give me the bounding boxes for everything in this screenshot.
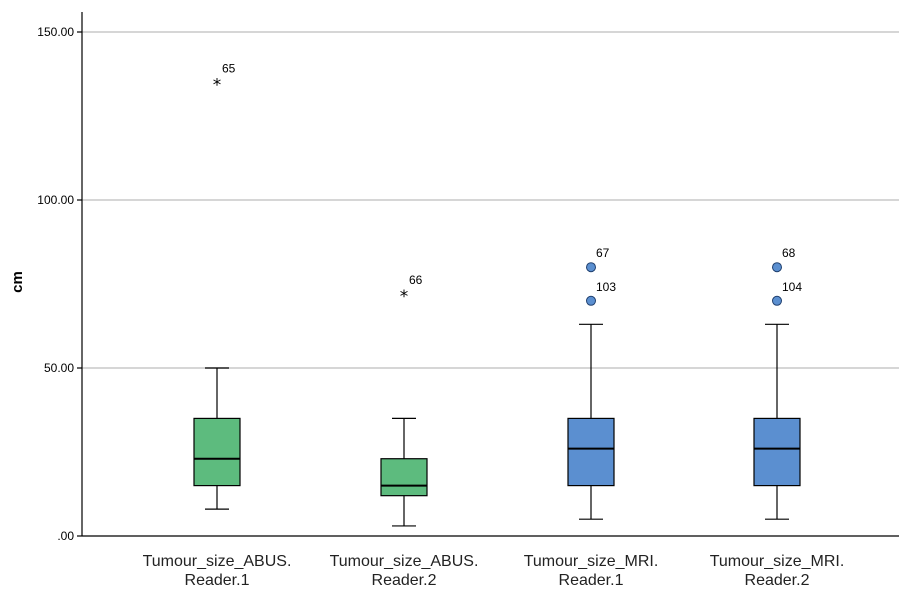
grid (82, 31, 899, 369)
box-group: *65 (193, 61, 241, 510)
axes (81, 12, 899, 537)
outlier-label: 104 (782, 280, 802, 294)
x-tick-label: Reader.1 (185, 572, 250, 589)
x-tick-label: Reader.2 (745, 572, 810, 589)
x-tick-label: Tumour_size_MRI. (524, 553, 659, 570)
y-tick-label: 50.00 (44, 361, 74, 375)
outlier-circle-marker (586, 295, 596, 306)
x-tick-label: Tumour_size_MRI. (710, 553, 845, 570)
y-tick-label: 150.00 (37, 25, 74, 39)
iqr-box (380, 458, 428, 497)
outlier-star-marker: * (400, 287, 409, 307)
y-tick-label: 100.00 (37, 193, 74, 207)
box-group: 68 104 (753, 246, 802, 520)
box-group: *66 (380, 273, 428, 527)
y-tick-label: .00 (57, 529, 74, 543)
x-tick-label: Reader.1 (559, 572, 624, 589)
outlier-label: 103 (596, 280, 616, 294)
x-tick-label: Reader.2 (372, 572, 437, 589)
outlier-star-marker: * (213, 75, 222, 95)
iqr-box (567, 417, 615, 487)
outlier-label: 68 (782, 246, 796, 260)
outlier-circle-marker (772, 262, 782, 273)
x-tick-label: Tumour_size_ABUS. (330, 553, 479, 570)
iqr-box (753, 417, 801, 487)
y-axis-label: cm (9, 271, 26, 293)
outlier-circle-marker (586, 262, 596, 273)
outlier-label: 67 (596, 246, 610, 260)
y-ticks: .00 50.00 100.00 150.00 (37, 25, 82, 543)
iqr-box (193, 417, 241, 487)
x-tick-label: Tumour_size_ABUS. (143, 553, 292, 570)
x-tick-labels: Tumour_size_ABUS. Reader.1 Tumour_size_ABU… (143, 553, 845, 589)
box-group: 67 103 (567, 246, 616, 520)
outlier-label: 65 (222, 61, 236, 75)
outlier-circle-marker (772, 295, 782, 306)
outlier-label: 66 (409, 273, 423, 287)
